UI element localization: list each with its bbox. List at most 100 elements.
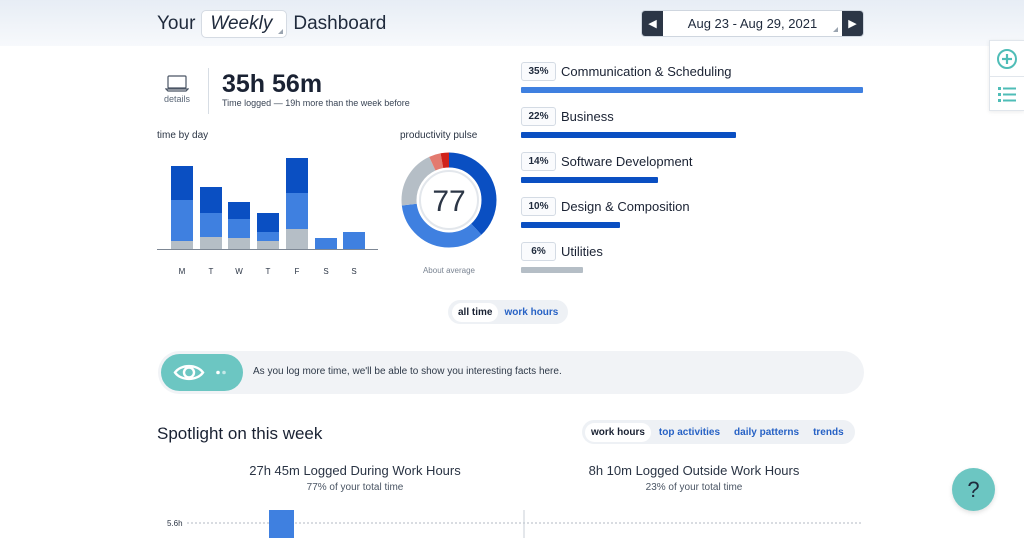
category-row: 35% Communication & Scheduling bbox=[521, 62, 863, 81]
time-by-day-chart[interactable] bbox=[157, 146, 378, 250]
category-item[interactable]: 35% Communication & Scheduling bbox=[521, 62, 863, 93]
facts-text: As you log more time, we'll be able to s… bbox=[253, 366, 562, 377]
period-dropdown[interactable]: Weekly bbox=[201, 10, 288, 38]
outside-work-hours-total: 8h 10m Logged Outside Work Hours bbox=[588, 463, 800, 478]
total-time-logged: 35h 56m bbox=[222, 70, 323, 98]
category-percent: 35% bbox=[521, 62, 556, 81]
day-bar[interactable] bbox=[171, 166, 193, 249]
productivity-pulse-label: productivity pulse bbox=[400, 130, 478, 141]
day-bar[interactable] bbox=[315, 238, 337, 249]
category-bar bbox=[521, 222, 620, 228]
outside-work-hours-metric: 8h 10m Logged Outside Work Hours 23% of … bbox=[544, 463, 844, 493]
category-bar bbox=[521, 177, 658, 183]
pulse-segment bbox=[401, 152, 497, 248]
chart-bar[interactable] bbox=[269, 510, 294, 538]
facts-banner: As you log more time, we'll be able to s… bbox=[158, 351, 864, 394]
next-week-button[interactable]: ▶ bbox=[842, 11, 863, 36]
day-bar[interactable] bbox=[343, 232, 365, 249]
spotlight-tabs: work hours top activities daily patterns… bbox=[582, 420, 855, 444]
day-bar-segment-mid bbox=[171, 200, 193, 241]
pulse-segment bbox=[401, 152, 497, 248]
add-button[interactable] bbox=[990, 41, 1024, 76]
day-bar-segment-dark bbox=[200, 187, 222, 213]
day-bar-segment-mid bbox=[228, 219, 250, 238]
day-label: M bbox=[178, 267, 186, 276]
details-label: details bbox=[163, 94, 190, 104]
help-button[interactable]: ? bbox=[952, 468, 995, 511]
time-by-day-label: time by day bbox=[157, 130, 209, 141]
tab-top-activities[interactable]: top activities bbox=[658, 426, 721, 438]
category-percent: 14% bbox=[521, 152, 556, 171]
pulse-segment bbox=[401, 152, 497, 248]
category-row: 6% Utilities bbox=[521, 242, 603, 261]
category-bar bbox=[521, 267, 583, 273]
title-prefix: Your bbox=[157, 13, 196, 34]
title-suffix: Dashboard bbox=[293, 13, 387, 34]
dropdown-caret-icon bbox=[833, 27, 838, 32]
category-item[interactable]: 14% Software Development bbox=[521, 152, 693, 183]
plus-circle-icon bbox=[997, 48, 1017, 69]
day-bar-segment-gray bbox=[200, 237, 222, 249]
spotlight-title: Spotlight on this week bbox=[157, 424, 323, 443]
list-icon bbox=[998, 87, 1016, 102]
tab-trends[interactable]: trends bbox=[813, 426, 844, 438]
category-name: Communication & Scheduling bbox=[561, 64, 732, 79]
productivity-caption: About average bbox=[422, 266, 476, 275]
category-row: 22% Business bbox=[521, 107, 736, 126]
inside-work-hours-total: 27h 45m Logged During Work Hours bbox=[249, 463, 461, 478]
tab-daily-patterns[interactable]: daily patterns bbox=[734, 426, 800, 438]
day-bar-segment-mid bbox=[257, 232, 279, 241]
all-time-option[interactable]: all time bbox=[452, 302, 499, 322]
list-button[interactable] bbox=[990, 76, 1024, 111]
day-bar-segment-mid bbox=[200, 213, 222, 237]
details-link[interactable]: details bbox=[160, 74, 194, 104]
chevron-left-icon: ◀ bbox=[648, 18, 657, 30]
date-range-dropdown[interactable]: Aug 23 - Aug 29, 2021 bbox=[663, 11, 842, 36]
category-name: Business bbox=[561, 109, 614, 124]
day-bar[interactable] bbox=[200, 187, 222, 249]
category-percent: 10% bbox=[521, 197, 556, 216]
facts-pill[interactable] bbox=[161, 354, 243, 391]
category-item[interactable]: 22% Business bbox=[521, 107, 736, 138]
category-name: Design & Composition bbox=[561, 199, 690, 214]
day-bar[interactable] bbox=[257, 213, 279, 249]
eye-icon bbox=[173, 364, 226, 381]
page-title: Your Weekly Dashboard bbox=[157, 10, 386, 38]
day-bar-segment-dark bbox=[286, 158, 308, 193]
category-row: 10% Design & Composition bbox=[521, 197, 690, 216]
dropdown-caret-icon bbox=[278, 29, 284, 34]
category-item[interactable]: 10% Design & Composition bbox=[521, 197, 690, 228]
day-bar[interactable] bbox=[228, 202, 250, 249]
category-item[interactable]: 6% Utilities bbox=[521, 242, 603, 273]
day-bar[interactable] bbox=[286, 158, 308, 249]
day-bar-segment-mid bbox=[286, 193, 308, 229]
category-name: Software Development bbox=[561, 154, 693, 169]
day-label: S bbox=[351, 267, 357, 276]
work-hours-chart: 5.6h bbox=[167, 510, 863, 538]
tab-work-hours[interactable]: work hours bbox=[585, 422, 651, 442]
inside-work-hours-metric: 27h 45m Logged During Work Hours 77% of … bbox=[205, 463, 505, 493]
productivity-score: 77 bbox=[432, 185, 465, 218]
day-bar-segment-gray bbox=[286, 229, 308, 249]
day-bar-segment-gray bbox=[171, 241, 193, 249]
date-range-label: Aug 23 - Aug 29, 2021 bbox=[687, 16, 818, 31]
productivity-pulse-gauge[interactable]: 77 bbox=[400, 151, 498, 249]
side-toolbar bbox=[989, 40, 1024, 111]
time-scope-toggle: all time work hours bbox=[448, 300, 569, 324]
chart-axis-label: 5.6h bbox=[167, 519, 183, 528]
day-bar-segment-dark bbox=[257, 213, 279, 232]
category-row: 14% Software Development bbox=[521, 152, 693, 171]
top-bar bbox=[0, 0, 1024, 46]
inside-work-hours-share: 77% of your total time bbox=[306, 482, 404, 493]
date-navigator: ◀ Aug 23 - Aug 29, 2021 ▶ bbox=[641, 10, 864, 37]
day-label: F bbox=[294, 267, 300, 276]
work-hours-option[interactable]: work hours bbox=[504, 306, 559, 318]
previous-week-button[interactable]: ◀ bbox=[642, 11, 663, 36]
category-percent: 6% bbox=[521, 242, 556, 261]
day-bar-segment-gray bbox=[228, 238, 250, 249]
day-bar-segment-gray bbox=[257, 241, 279, 249]
category-bar bbox=[521, 87, 863, 93]
day-bar-segment-dark bbox=[228, 202, 250, 219]
day-bar-segment-mid bbox=[343, 232, 365, 249]
